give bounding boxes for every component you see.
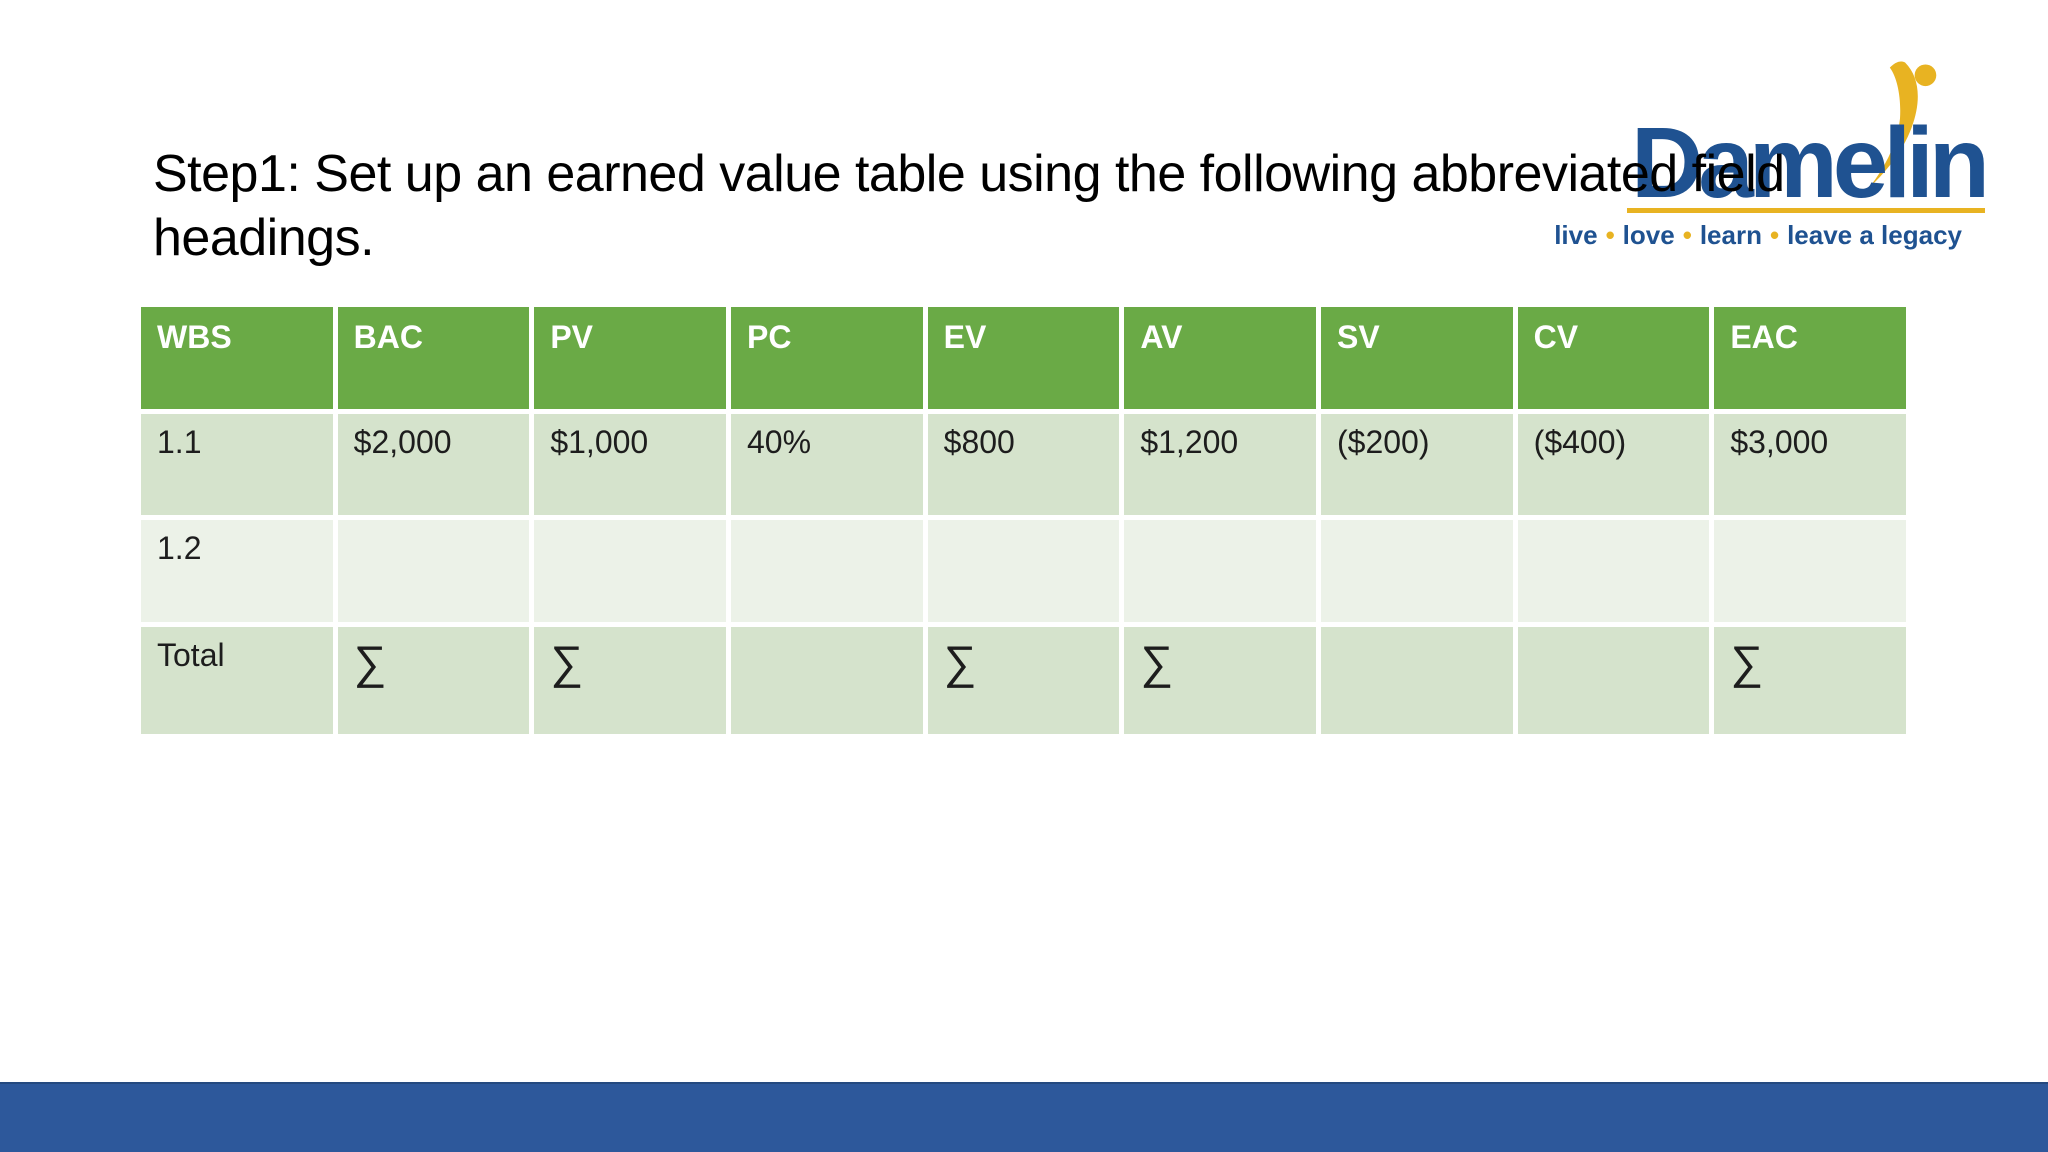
table-cell: ∑ xyxy=(1124,627,1316,734)
table-cell: 1.2 xyxy=(141,520,333,622)
tagline-dot: • xyxy=(1769,220,1780,250)
table-cell: ∑ xyxy=(337,627,530,734)
table-cell xyxy=(1517,627,1710,734)
table-cell xyxy=(731,520,923,622)
table-cell: ∑ xyxy=(927,627,1120,734)
header-cell-bac: BAC xyxy=(337,307,530,409)
table-cell xyxy=(1517,520,1710,622)
tagline-dot: • xyxy=(1682,220,1692,250)
header-cell-sv: SV xyxy=(1321,307,1513,409)
slide-title: Step1: Set up an earned value table usin… xyxy=(153,142,1943,270)
slide-title-line1: Step1: Set up an earned value table usin… xyxy=(153,145,1785,203)
header-cell-pc: PC xyxy=(731,307,923,409)
table-cell: $1,000 xyxy=(534,414,726,515)
table-cell xyxy=(927,520,1120,622)
table-cell: $3,000 xyxy=(1714,414,1906,515)
tagline-word: learn xyxy=(1699,220,1762,250)
logo-underline xyxy=(1627,208,1985,213)
table-cell: ∑ xyxy=(534,627,726,734)
header-cell-eac: EAC xyxy=(1714,307,1906,409)
damelin-logo: Damelin live • love • learn • leave a legacy xyxy=(1554,55,2000,265)
table-cell: Total xyxy=(141,627,333,734)
table-cell: ($200) xyxy=(1321,414,1513,515)
table-cell xyxy=(731,627,923,734)
table-cell: $1,200 xyxy=(1124,414,1316,515)
table-cell xyxy=(1321,520,1513,622)
table-cell: $800 xyxy=(927,414,1120,515)
tagline-word: love xyxy=(1622,220,1675,250)
table-cell xyxy=(337,520,530,622)
table-cell: 1.1 xyxy=(141,414,333,515)
footer-bar xyxy=(0,1082,2048,1152)
tagline-word: leave a legacy xyxy=(1787,220,1962,250)
table-cell xyxy=(1321,627,1513,734)
logo-tagline: live • love • learn • leave a legacy xyxy=(1554,220,1962,251)
slide-title-line2: headings. xyxy=(153,209,375,267)
table-cell: 40% xyxy=(731,414,923,515)
header-cell-av: AV xyxy=(1124,307,1316,409)
logo-wordmark: Damelin xyxy=(1630,107,1990,219)
tagline-word: live xyxy=(1554,220,1598,250)
table-cell xyxy=(1714,520,1906,622)
table-cell: ($400) xyxy=(1517,414,1710,515)
swoosh-icon xyxy=(1869,61,1937,188)
ev-table: WBS BAC PV PC EV AV SV CV EAC 1.1 $2,000 $1,000 40% $… xyxy=(141,307,1906,734)
header-cell-ev: EV xyxy=(927,307,1120,409)
table-cell xyxy=(1124,520,1316,622)
table-cell: ∑ xyxy=(1714,627,1906,734)
header-cell-pv: PV xyxy=(534,307,726,409)
tagline-dot: • xyxy=(1605,220,1615,250)
table-cell: $2,000 xyxy=(337,414,530,515)
header-cell-cv: CV xyxy=(1517,307,1710,409)
table-cell xyxy=(534,520,726,622)
header-cell-wbs: WBS xyxy=(141,307,333,409)
